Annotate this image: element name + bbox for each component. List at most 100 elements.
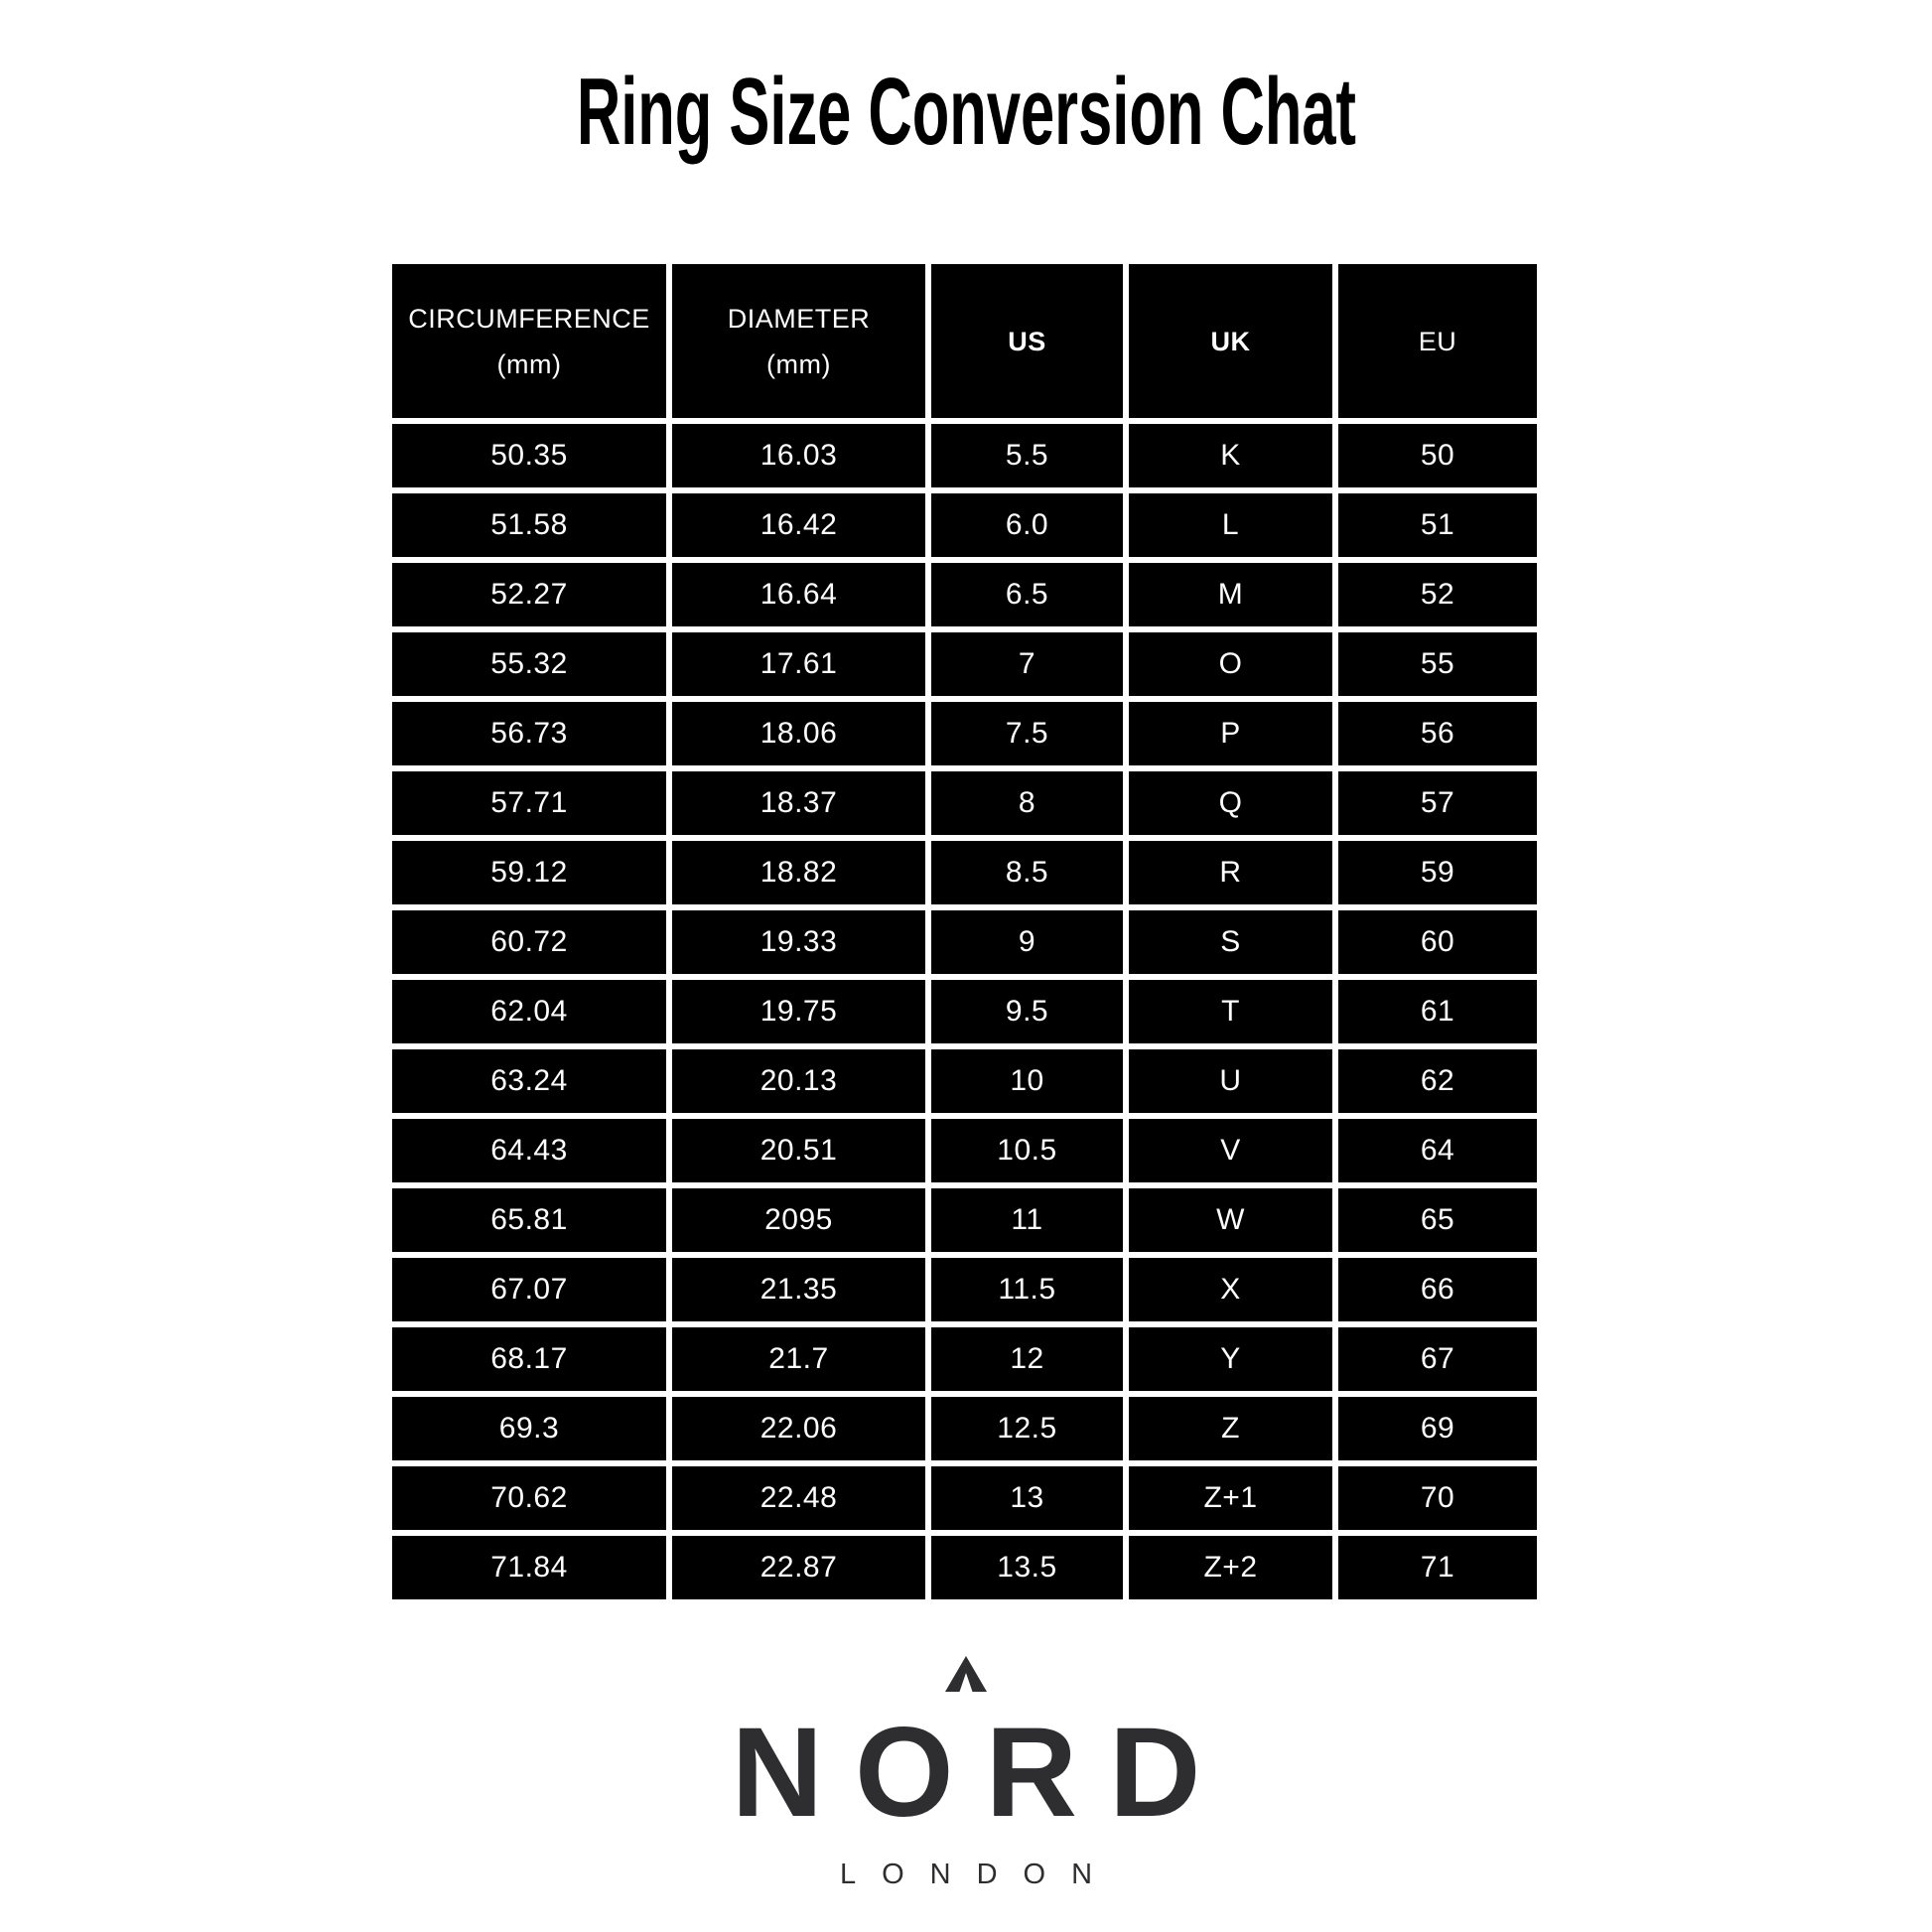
- table-cell: 19.33: [672, 910, 925, 974]
- table-cell: 69.3: [392, 1397, 666, 1460]
- table-cell: 63.24: [392, 1049, 666, 1113]
- table-cell: L: [1129, 493, 1332, 557]
- table-cell: 21.7: [672, 1327, 925, 1391]
- table-cell: 59: [1338, 841, 1537, 904]
- table-cell: M: [1129, 563, 1332, 626]
- header-line: EU: [1418, 326, 1457, 356]
- table-cell: 22.06: [672, 1397, 925, 1460]
- table-cell: U: [1129, 1049, 1332, 1113]
- table-cell: 10: [931, 1049, 1123, 1113]
- table-cell: 18.82: [672, 841, 925, 904]
- table-cell: 6.5: [931, 563, 1123, 626]
- table-cell: 50.35: [392, 424, 666, 487]
- table-cell: 18.37: [672, 771, 925, 835]
- header-cell-diameter: DIAMETER (mm): [672, 264, 925, 418]
- header-cell-us: US: [931, 264, 1123, 418]
- table-cell: 16.64: [672, 563, 925, 626]
- table-cell: 57: [1338, 771, 1537, 835]
- table-cell: Z: [1129, 1397, 1332, 1460]
- table-cell: 10.5: [931, 1119, 1123, 1182]
- table-cell: 5.5: [931, 424, 1123, 487]
- table-cell: 50: [1338, 424, 1537, 487]
- brand-name: NORD: [731, 1702, 1233, 1844]
- page-title: Ring Size Conversion Chat: [576, 59, 1356, 165]
- header-cell-eu: EU: [1338, 264, 1537, 418]
- table-cell: 2095: [672, 1188, 925, 1252]
- table-cell: 70: [1338, 1466, 1537, 1530]
- title-container: Ring Size Conversion Chat: [0, 58, 1932, 167]
- table-cell: 56: [1338, 702, 1537, 765]
- header-line: CIRCUMFERENCE: [408, 303, 650, 334]
- table-cell: 59.12: [392, 841, 666, 904]
- table-cell: 64.43: [392, 1119, 666, 1182]
- table-cell: 60: [1338, 910, 1537, 974]
- table-cell: 55.32: [392, 632, 666, 696]
- table-cell: 11.5: [931, 1258, 1123, 1321]
- table-cell: 22.48: [672, 1466, 925, 1530]
- table-cell: 20.51: [672, 1119, 925, 1182]
- table-cell: 18.06: [672, 702, 925, 765]
- table-cell: 21.35: [672, 1258, 925, 1321]
- table-cell: 69: [1338, 1397, 1537, 1460]
- table-cell: 68.17: [392, 1327, 666, 1391]
- table-cell: Q: [1129, 771, 1332, 835]
- ring-size-table: CIRCUMFERENCE (mm) DIAMETER (mm) US UK E…: [392, 264, 1537, 1599]
- table-cell: 61: [1338, 980, 1537, 1043]
- table-cell: 60.72: [392, 910, 666, 974]
- header-cell-circumference: CIRCUMFERENCE (mm): [392, 264, 666, 418]
- header-unit: (mm): [496, 348, 562, 379]
- table-cell: 17.61: [672, 632, 925, 696]
- table-cell: 9: [931, 910, 1123, 974]
- table-cell: W: [1129, 1188, 1332, 1252]
- header-unit: (mm): [766, 348, 831, 379]
- table-cell: Y: [1129, 1327, 1332, 1391]
- table-cell: K: [1129, 424, 1332, 487]
- brand-city: LONDON: [839, 1859, 1119, 1890]
- table-cell: 67.07: [392, 1258, 666, 1321]
- table-cell: Z+1: [1129, 1466, 1332, 1530]
- table-cell: 16.03: [672, 424, 925, 487]
- header-cell-uk: UK: [1129, 264, 1332, 418]
- table-cell: 66: [1338, 1258, 1537, 1321]
- table-cell: 71: [1338, 1536, 1537, 1599]
- table-cell: 13: [931, 1466, 1123, 1530]
- table-cell: X: [1129, 1258, 1332, 1321]
- table-cell: 55: [1338, 632, 1537, 696]
- table-cell: 52: [1338, 563, 1537, 626]
- header-line: US: [1008, 326, 1046, 356]
- table-cell: 6.0: [931, 493, 1123, 557]
- table-cell: 8: [931, 771, 1123, 835]
- table-cell: 51.58: [392, 493, 666, 557]
- table-cell: 7.5: [931, 702, 1123, 765]
- table-cell: 9.5: [931, 980, 1123, 1043]
- table-cell: 62: [1338, 1049, 1537, 1113]
- table-cell: 20.13: [672, 1049, 925, 1113]
- table-cell: 12: [931, 1327, 1123, 1391]
- table-cell: 64: [1338, 1119, 1537, 1182]
- header-line: UK: [1210, 326, 1251, 356]
- table-cell: 65: [1338, 1188, 1537, 1252]
- table-cell: 19.75: [672, 980, 925, 1043]
- table-cell: 11: [931, 1188, 1123, 1252]
- table-cell: 51: [1338, 493, 1537, 557]
- table-cell: 7: [931, 632, 1123, 696]
- table-cell: 62.04: [392, 980, 666, 1043]
- table-cell: 56.73: [392, 702, 666, 765]
- header-line: DIAMETER: [727, 303, 871, 334]
- table-cell: S: [1129, 910, 1332, 974]
- table-cell: R: [1129, 841, 1332, 904]
- table-cell: 70.62: [392, 1466, 666, 1530]
- table-cell: 13.5: [931, 1536, 1123, 1599]
- chevron-up-icon: [945, 1656, 987, 1692]
- table-cell: 22.87: [672, 1536, 925, 1599]
- table-cell: P: [1129, 702, 1332, 765]
- table-cell: O: [1129, 632, 1332, 696]
- table-cell: Z+2: [1129, 1536, 1332, 1599]
- brand-logo: NORD LONDON: [0, 1656, 1932, 1889]
- table-cell: 12.5: [931, 1397, 1123, 1460]
- table-cell: 65.81: [392, 1188, 666, 1252]
- table-cell: 67: [1338, 1327, 1537, 1391]
- table-cell: T: [1129, 980, 1332, 1043]
- table-cell: 71.84: [392, 1536, 666, 1599]
